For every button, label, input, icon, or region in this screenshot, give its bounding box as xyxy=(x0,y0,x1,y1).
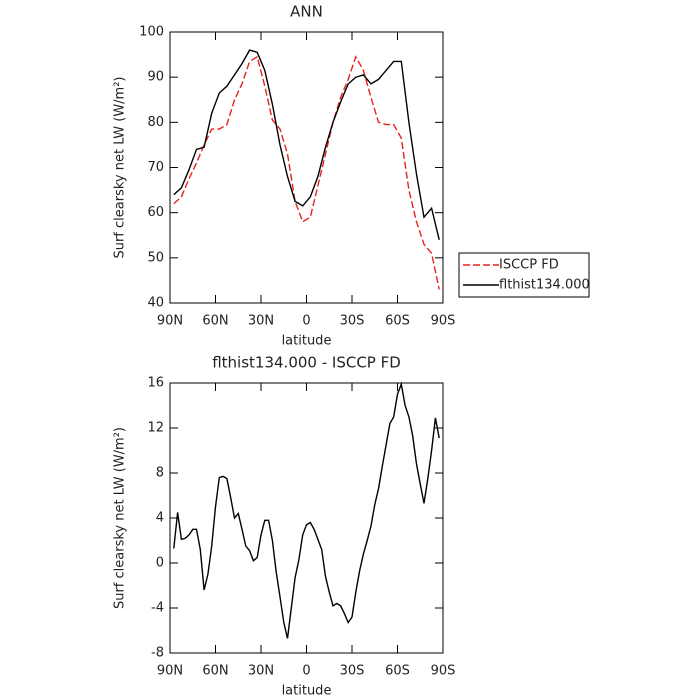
x-tick-label: 90N xyxy=(157,664,183,679)
chart-title: flthist134.000 - ISCCP FD xyxy=(212,354,401,372)
y-axis-label: Surf clearsky net LW (W/m²) xyxy=(113,76,128,258)
x-tick-label: 60S xyxy=(385,664,410,679)
x-axis-label: latitude xyxy=(282,684,332,699)
x-tick-label: 60S xyxy=(385,314,410,329)
y-tick-label: 90 xyxy=(147,70,164,85)
x-tick-label: 30N xyxy=(248,314,274,329)
y-tick-label: -4 xyxy=(151,601,164,616)
x-tick-label: 60N xyxy=(202,314,228,329)
y-tick-label: 16 xyxy=(147,376,164,391)
x-tick-label: 0 xyxy=(302,314,310,329)
chart-title: ANN xyxy=(290,3,323,21)
y-tick-label: -8 xyxy=(151,646,164,661)
plot-frame xyxy=(169,382,444,654)
x-tick-label: 90S xyxy=(431,314,456,329)
legend-label: flthist134.000 xyxy=(499,278,590,293)
y-tick-label: 70 xyxy=(147,160,164,175)
x-tick-label: 90N xyxy=(157,314,183,329)
y-axis-label: Surf clearsky net LW (W/m²) xyxy=(113,427,128,609)
y-tick-label: 50 xyxy=(147,250,164,265)
data-line xyxy=(173,49,440,240)
y-tick-label: 12 xyxy=(147,421,164,436)
y-tick-label: 60 xyxy=(147,205,164,220)
y-tick-label: 40 xyxy=(147,296,164,311)
legend-box xyxy=(458,252,590,298)
x-tick-label: 60N xyxy=(202,664,228,679)
x-tick-label: 30N xyxy=(248,664,274,679)
y-tick-label: 4 xyxy=(156,511,164,526)
data-line xyxy=(173,381,440,639)
y-tick-label: 100 xyxy=(139,25,164,40)
x-tick-label: 30S xyxy=(340,664,365,679)
x-tick-label: 30S xyxy=(340,314,365,329)
legend-label: ISCCP FD xyxy=(499,258,559,273)
x-tick-label: 90S xyxy=(431,664,456,679)
y-tick-label: 80 xyxy=(147,115,164,130)
x-axis-label: latitude xyxy=(282,334,332,349)
y-tick-label: 8 xyxy=(156,466,164,481)
x-tick-label: 0 xyxy=(302,664,310,679)
data-line xyxy=(173,55,440,290)
y-tick-label: 0 xyxy=(156,556,164,571)
